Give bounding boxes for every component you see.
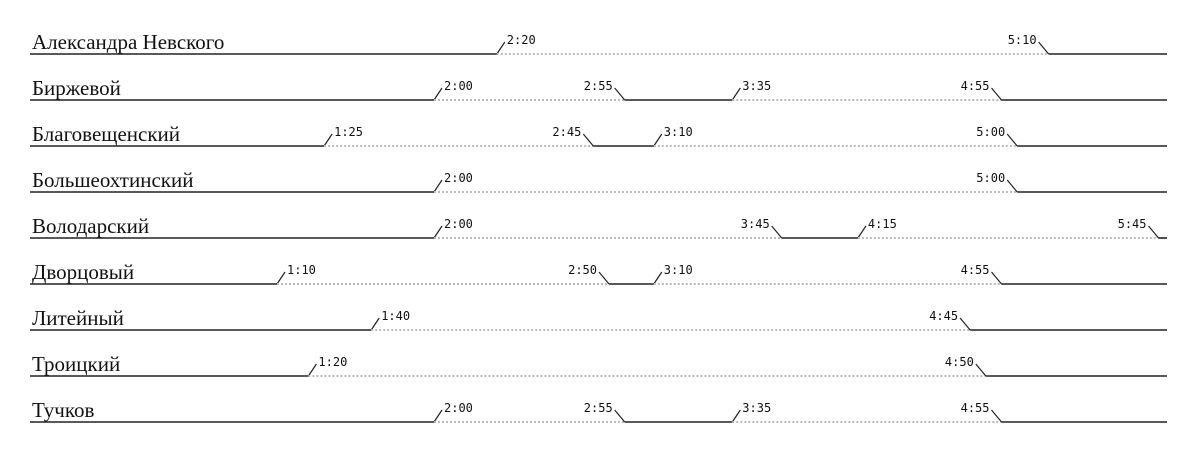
close-time: 4:50 bbox=[945, 355, 974, 369]
open-time: 1:10 bbox=[287, 263, 316, 277]
open-time: 1:20 bbox=[318, 355, 347, 369]
lower-edge bbox=[1006, 179, 1018, 193]
lower-edge bbox=[614, 87, 626, 101]
close-time: 2:55 bbox=[584, 401, 613, 415]
close-time: 5:45 bbox=[1118, 217, 1147, 231]
lower-edge bbox=[582, 133, 594, 147]
bridge-name: Литейный bbox=[32, 306, 124, 330]
lift-edge bbox=[731, 87, 741, 101]
close-time: 2:50 bbox=[568, 263, 597, 277]
lift-edge bbox=[433, 179, 443, 193]
close-time: 4:55 bbox=[961, 401, 990, 415]
lower-edge bbox=[598, 271, 610, 285]
close-time: 5:00 bbox=[976, 171, 1005, 185]
bridge-name: Александра Невского bbox=[32, 30, 224, 54]
bridge-name: Большеохтинский bbox=[32, 168, 193, 192]
lower-edge bbox=[1148, 225, 1159, 239]
close-time: 4:45 bbox=[929, 309, 958, 323]
close-time: 5:10 bbox=[1008, 33, 1037, 47]
lift-edge bbox=[857, 225, 867, 239]
close-time: 2:55 bbox=[584, 79, 613, 93]
close-time: 4:55 bbox=[961, 263, 990, 277]
lower-edge bbox=[991, 271, 1002, 285]
close-time: 3:45 bbox=[741, 217, 770, 231]
open-time: 2:00 bbox=[444, 401, 473, 415]
lift-edge bbox=[307, 363, 317, 377]
open-time: 1:40 bbox=[381, 309, 410, 323]
lower-edge bbox=[991, 409, 1002, 423]
open-time: 1:25 bbox=[334, 125, 363, 139]
lift-edge bbox=[653, 133, 663, 147]
lift-edge bbox=[653, 271, 663, 285]
lower-edge bbox=[959, 317, 971, 331]
close-time: 2:45 bbox=[552, 125, 581, 139]
open-time: 2:20 bbox=[507, 33, 536, 47]
open-time: 3:35 bbox=[742, 79, 771, 93]
lower-edge bbox=[991, 87, 1002, 101]
lift-edge bbox=[433, 409, 443, 423]
bridge-name: Биржевой bbox=[32, 76, 121, 100]
open-time: 2:00 bbox=[444, 171, 473, 185]
bridge-name: Благовещенский bbox=[32, 122, 180, 146]
lower-edge bbox=[614, 409, 626, 423]
open-time: 2:00 bbox=[444, 217, 473, 231]
open-time: 3:10 bbox=[664, 125, 693, 139]
lift-edge bbox=[433, 225, 443, 239]
lower-edge bbox=[771, 225, 783, 239]
open-time: 2:00 bbox=[444, 79, 473, 93]
bridge-name: Дворцовый bbox=[32, 260, 134, 284]
open-time: 3:35 bbox=[742, 401, 771, 415]
close-time: 4:55 bbox=[961, 79, 990, 93]
open-time: 3:10 bbox=[664, 263, 693, 277]
lift-edge bbox=[731, 409, 741, 423]
close-time: 5:00 bbox=[976, 125, 1005, 139]
lift-edge bbox=[496, 41, 506, 55]
lift-edge bbox=[433, 87, 443, 101]
lift-edge bbox=[370, 317, 380, 331]
lift-edge bbox=[323, 133, 333, 147]
bridge-name: Троицкий bbox=[32, 352, 120, 376]
lower-edge bbox=[975, 363, 987, 377]
open-time: 4:15 bbox=[868, 217, 897, 231]
lower-edge bbox=[1006, 133, 1018, 147]
bridge-name: Володарский bbox=[32, 214, 149, 238]
lift-edge bbox=[276, 271, 286, 285]
bridge-name: Тучков bbox=[32, 398, 94, 422]
lower-edge bbox=[1038, 41, 1050, 55]
